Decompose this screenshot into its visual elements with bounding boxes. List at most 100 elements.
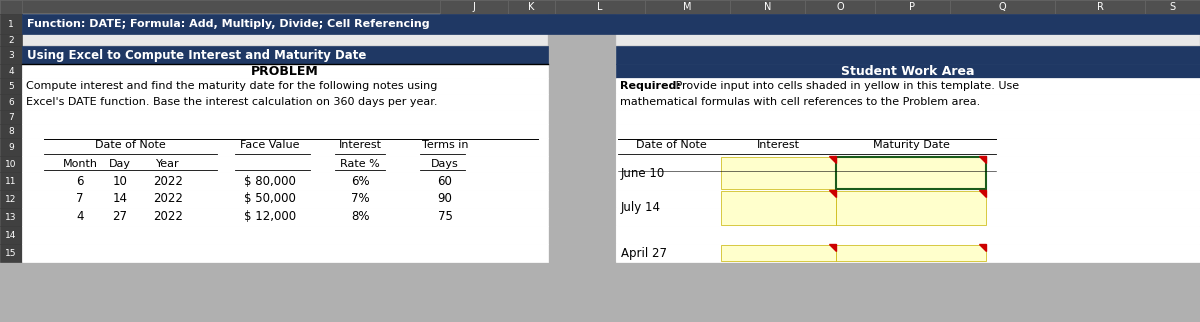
Bar bbox=[22, 94, 548, 110]
Text: 8: 8 bbox=[8, 127, 14, 136]
Bar bbox=[721, 245, 836, 261]
Bar bbox=[548, 14, 616, 34]
Text: Rate %: Rate % bbox=[340, 159, 380, 169]
Bar bbox=[22, 208, 548, 226]
Text: Day: Day bbox=[109, 159, 131, 169]
Bar bbox=[0, 172, 22, 190]
Bar bbox=[0, 78, 22, 94]
Text: 2022: 2022 bbox=[154, 175, 182, 187]
Bar bbox=[0, 124, 22, 138]
Bar bbox=[22, 190, 548, 208]
Bar bbox=[616, 110, 1200, 124]
Text: Date of Note: Date of Note bbox=[636, 140, 707, 150]
Text: 10: 10 bbox=[113, 175, 127, 187]
Text: 13: 13 bbox=[5, 213, 17, 222]
Bar bbox=[22, 244, 548, 262]
Polygon shape bbox=[979, 244, 986, 251]
Text: Required:: Required: bbox=[620, 81, 680, 91]
Bar bbox=[22, 64, 548, 78]
Bar bbox=[440, 0, 508, 14]
Bar bbox=[548, 94, 616, 110]
Text: 6: 6 bbox=[77, 175, 84, 187]
Bar bbox=[0, 14, 22, 34]
Bar bbox=[22, 78, 548, 94]
Bar bbox=[0, 110, 22, 124]
Bar bbox=[22, 190, 548, 208]
Text: Interest: Interest bbox=[757, 140, 800, 150]
Bar bbox=[1145, 0, 1200, 14]
Bar bbox=[616, 124, 1200, 138]
Bar bbox=[554, 0, 646, 14]
Text: 4: 4 bbox=[8, 67, 14, 75]
Bar bbox=[22, 46, 548, 64]
Bar bbox=[616, 190, 1200, 208]
Bar bbox=[616, 244, 1200, 262]
Polygon shape bbox=[829, 244, 836, 251]
Bar bbox=[548, 46, 616, 64]
Bar bbox=[22, 138, 548, 156]
Bar bbox=[22, 226, 548, 244]
Text: Interest: Interest bbox=[338, 140, 382, 150]
Polygon shape bbox=[829, 190, 836, 197]
Bar bbox=[616, 78, 1200, 94]
Bar bbox=[548, 190, 616, 208]
Text: 14: 14 bbox=[113, 193, 127, 205]
Bar bbox=[22, 124, 548, 138]
Text: P: P bbox=[910, 2, 916, 12]
Bar bbox=[616, 64, 1200, 78]
Text: Compute interest and find the maturity date for the following notes using: Compute interest and find the maturity d… bbox=[26, 81, 437, 91]
Text: Excel's DATE function. Base the interest calculation on 360 days per year.: Excel's DATE function. Base the interest… bbox=[26, 97, 438, 107]
Text: 2: 2 bbox=[8, 35, 14, 44]
Text: 10: 10 bbox=[5, 159, 17, 168]
Bar bbox=[22, 138, 548, 156]
Bar bbox=[616, 110, 1200, 124]
Text: Days: Days bbox=[431, 159, 458, 169]
Bar bbox=[616, 46, 1200, 64]
Bar bbox=[721, 157, 836, 189]
Bar bbox=[548, 172, 616, 190]
Bar bbox=[836, 245, 986, 261]
Bar bbox=[548, 124, 616, 138]
Bar bbox=[22, 110, 548, 124]
Bar bbox=[548, 156, 616, 172]
Text: R: R bbox=[1097, 2, 1104, 12]
Text: Student Work Area: Student Work Area bbox=[841, 64, 974, 78]
Text: 90: 90 bbox=[438, 193, 452, 205]
Bar bbox=[22, 244, 548, 262]
Bar bbox=[616, 172, 1200, 190]
Bar bbox=[548, 64, 616, 78]
Bar bbox=[22, 172, 548, 190]
Text: Year: Year bbox=[156, 159, 180, 169]
Text: J: J bbox=[473, 2, 475, 12]
Text: 1: 1 bbox=[8, 20, 14, 29]
Bar bbox=[616, 138, 1200, 156]
Bar bbox=[548, 34, 616, 46]
Text: 5: 5 bbox=[8, 81, 14, 90]
Text: 2022: 2022 bbox=[154, 193, 182, 205]
Bar bbox=[22, 64, 548, 78]
Text: July 14: July 14 bbox=[622, 202, 661, 214]
Bar bbox=[1055, 0, 1145, 14]
Bar bbox=[616, 156, 1200, 172]
Bar bbox=[0, 94, 22, 110]
Text: 11: 11 bbox=[5, 176, 17, 185]
Bar bbox=[616, 78, 1200, 94]
Bar bbox=[616, 190, 1200, 208]
Bar bbox=[548, 226, 616, 244]
Bar bbox=[0, 138, 22, 156]
Text: 4: 4 bbox=[77, 211, 84, 223]
Bar bbox=[22, 110, 548, 124]
Text: Face Value: Face Value bbox=[240, 140, 300, 150]
Text: 7%: 7% bbox=[350, 193, 370, 205]
Polygon shape bbox=[829, 156, 836, 163]
Bar bbox=[0, 0, 1200, 14]
Text: Provide input into cells shaded in yellow in this template. Use: Provide input into cells shaded in yello… bbox=[672, 81, 1019, 91]
Bar bbox=[616, 14, 1200, 34]
Text: L: L bbox=[598, 2, 602, 12]
Bar bbox=[22, 34, 548, 46]
Bar bbox=[0, 244, 22, 262]
Text: 6: 6 bbox=[8, 98, 14, 107]
Text: Date of Note: Date of Note bbox=[95, 140, 166, 150]
Bar bbox=[616, 94, 1200, 110]
Text: $ 80,000: $ 80,000 bbox=[244, 175, 296, 187]
